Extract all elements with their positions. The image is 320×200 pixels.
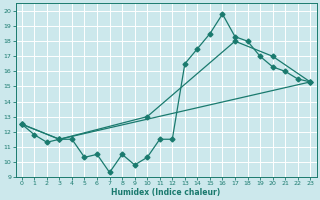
X-axis label: Humidex (Indice chaleur): Humidex (Indice chaleur) xyxy=(111,188,221,197)
